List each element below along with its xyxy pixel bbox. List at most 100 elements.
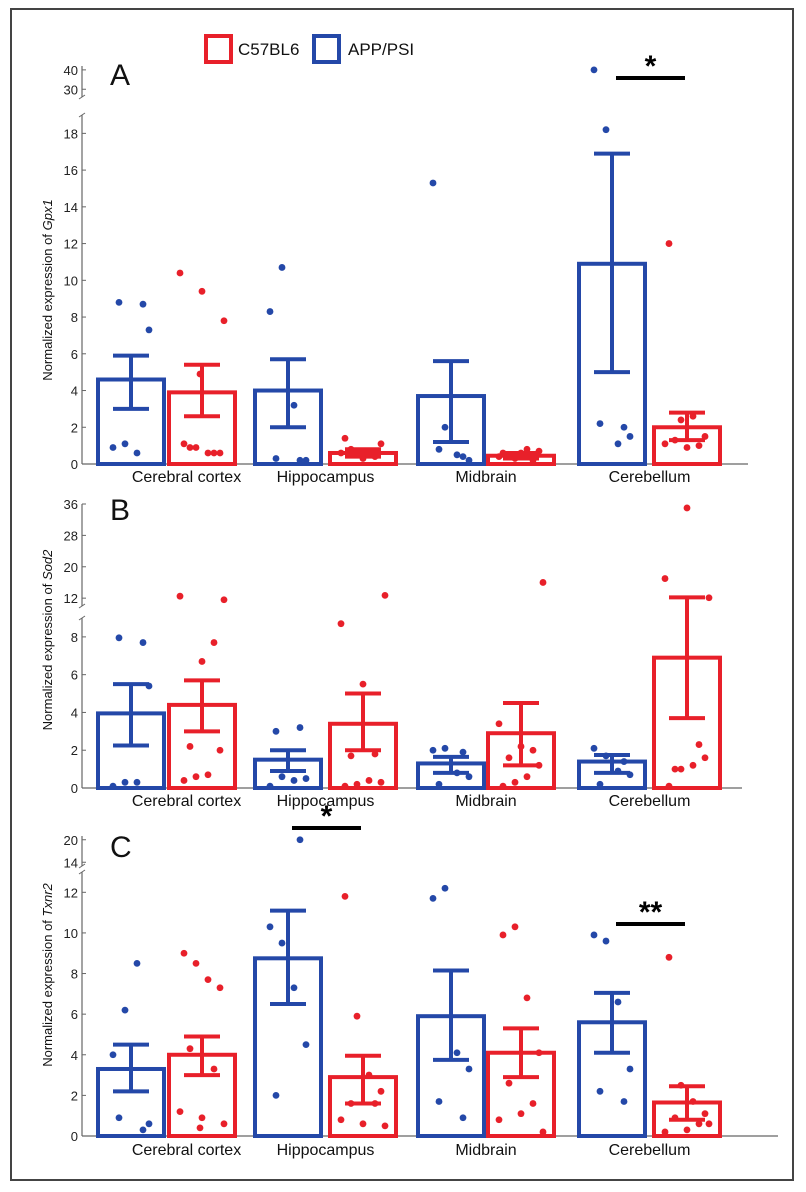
panel-b: B Normalized expression of Sod2 0 2 4 6 8 12 20 2… bbox=[40, 494, 742, 810]
y-tick-label: 0 bbox=[71, 781, 78, 796]
panel-a: A Normalized expression of Gpx1 0 2 4 6 8 10 12 1… bbox=[40, 50, 748, 486]
significance-label: * bbox=[321, 800, 333, 833]
data-point bbox=[216, 449, 224, 457]
data-point bbox=[590, 66, 598, 74]
data-point bbox=[596, 780, 604, 788]
category-label: Midbrain bbox=[455, 793, 516, 810]
data-point bbox=[671, 765, 679, 773]
data-point bbox=[192, 959, 200, 967]
data-point bbox=[661, 1128, 669, 1136]
data-point bbox=[671, 1114, 679, 1122]
panel-letter: A bbox=[110, 59, 130, 92]
data-point bbox=[365, 1071, 373, 1079]
data-point bbox=[435, 445, 443, 453]
y-tick-label: 10 bbox=[64, 273, 78, 288]
data-point bbox=[272, 1091, 280, 1099]
category-label: Hippocampus bbox=[277, 1142, 375, 1159]
data-point bbox=[139, 300, 147, 308]
data-point bbox=[614, 767, 622, 775]
y-tick-label: 20 bbox=[64, 560, 78, 575]
data-point bbox=[453, 451, 461, 459]
data-point bbox=[665, 953, 673, 961]
data-point bbox=[539, 579, 547, 586]
y-axis-label: Normalized expression of Txnr2 bbox=[40, 882, 55, 1066]
data-point bbox=[371, 750, 379, 758]
y-tick-label: 28 bbox=[64, 528, 78, 543]
figure-frame bbox=[10, 8, 794, 1181]
legend-swatch-c57bl6 bbox=[204, 34, 233, 64]
data-point bbox=[689, 761, 697, 769]
category-label: Cerebellum bbox=[609, 469, 691, 486]
significance-label: ** bbox=[639, 896, 663, 929]
data-point bbox=[186, 444, 194, 451]
data-point bbox=[290, 984, 298, 992]
data-point bbox=[180, 777, 188, 784]
y-tick-label: 2 bbox=[71, 743, 78, 758]
category-label: Cerebral cortex bbox=[132, 1142, 241, 1159]
data-point bbox=[347, 752, 355, 760]
y-tick-label: 8 bbox=[71, 967, 78, 982]
data-point bbox=[302, 775, 310, 782]
data-point bbox=[296, 456, 304, 464]
data-point bbox=[511, 455, 519, 462]
data-point bbox=[535, 761, 543, 769]
data-point bbox=[705, 1120, 713, 1128]
y-tick-label: 40 bbox=[64, 63, 78, 78]
data-point bbox=[539, 1128, 547, 1136]
data-point bbox=[121, 778, 129, 786]
data-point bbox=[365, 451, 373, 459]
data-point bbox=[196, 1124, 204, 1132]
data-point bbox=[296, 724, 304, 731]
data-point bbox=[495, 1116, 503, 1124]
data-point bbox=[353, 780, 361, 788]
data-point bbox=[216, 746, 224, 754]
data-point bbox=[337, 449, 345, 457]
axis-break-mark bbox=[78, 869, 86, 875]
panel-letter: B bbox=[110, 494, 130, 527]
data-point bbox=[695, 442, 703, 450]
data-point bbox=[459, 453, 467, 461]
y-tick-label: 8 bbox=[71, 630, 78, 645]
data-point bbox=[133, 778, 141, 786]
y-tick-label: 4 bbox=[71, 1048, 78, 1063]
data-point bbox=[371, 1100, 379, 1107]
y-axis-label: Normalized expression of Gpx1 bbox=[40, 199, 55, 380]
data-point bbox=[186, 743, 194, 750]
data-point bbox=[429, 895, 437, 902]
y-axis-label: Normalized expression of Sod2 bbox=[40, 549, 55, 730]
data-point bbox=[505, 451, 513, 459]
y-tick-label: 14 bbox=[64, 855, 78, 870]
data-point bbox=[671, 436, 679, 444]
data-point bbox=[337, 1116, 345, 1124]
data-point bbox=[517, 449, 525, 457]
data-point bbox=[176, 1108, 184, 1116]
data-point bbox=[109, 444, 117, 451]
y-tick-label: 12 bbox=[64, 237, 78, 252]
data-point bbox=[192, 444, 200, 451]
y-tick-label: 6 bbox=[71, 1007, 78, 1022]
data-point bbox=[683, 504, 691, 512]
data-point bbox=[220, 1120, 228, 1128]
data-point bbox=[145, 682, 153, 690]
data-point bbox=[220, 596, 228, 604]
data-point bbox=[453, 1049, 461, 1057]
data-point bbox=[602, 752, 610, 760]
data-point bbox=[529, 746, 537, 754]
y-tick-label: 4 bbox=[71, 384, 78, 399]
data-point bbox=[192, 773, 200, 781]
data-point bbox=[180, 949, 188, 957]
data-point bbox=[596, 420, 604, 427]
data-point bbox=[220, 317, 228, 325]
data-point bbox=[701, 754, 709, 762]
data-point bbox=[495, 453, 503, 461]
y-tick-label: 18 bbox=[64, 126, 78, 141]
data-point bbox=[139, 1126, 147, 1134]
data-point bbox=[359, 1120, 367, 1128]
y-tick-label: 4 bbox=[71, 705, 78, 720]
data-point bbox=[614, 440, 622, 448]
data-point bbox=[695, 741, 703, 748]
data-point bbox=[278, 773, 286, 781]
data-point bbox=[495, 720, 503, 728]
data-point bbox=[210, 449, 218, 457]
